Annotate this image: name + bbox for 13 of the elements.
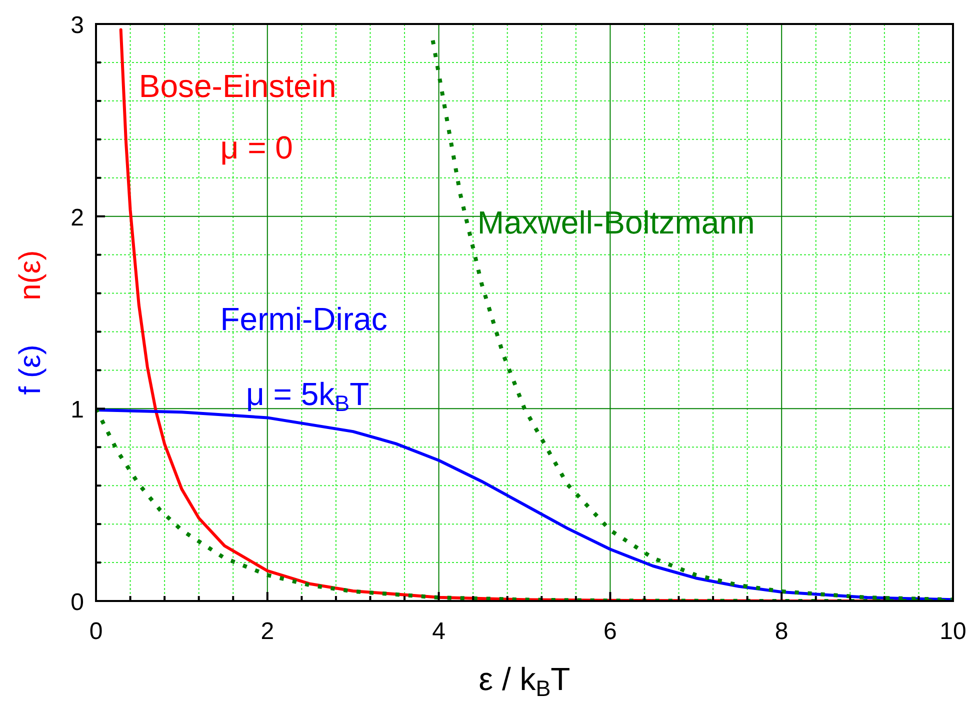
x-tick-label: 0 bbox=[89, 618, 103, 645]
x-axis-title: ε / k$_{B}$T bbox=[478, 661, 570, 700]
y-tick-label: 2 bbox=[70, 204, 84, 232]
x-tick-label: 10 bbox=[940, 618, 966, 645]
y-tick-label: 1 bbox=[70, 396, 84, 424]
x-tick-label: 2 bbox=[260, 618, 274, 645]
y-tick-label: 0 bbox=[70, 589, 84, 616]
y-tick-label: 3 bbox=[70, 12, 84, 39]
x-tick-label: 6 bbox=[604, 618, 617, 645]
text: f (ε) n(ε) bbox=[14, 250, 47, 395]
x-tick-label: 4 bbox=[432, 618, 446, 645]
annotation: μ = 0 bbox=[220, 130, 293, 166]
x-tick-label: 8 bbox=[774, 618, 788, 645]
